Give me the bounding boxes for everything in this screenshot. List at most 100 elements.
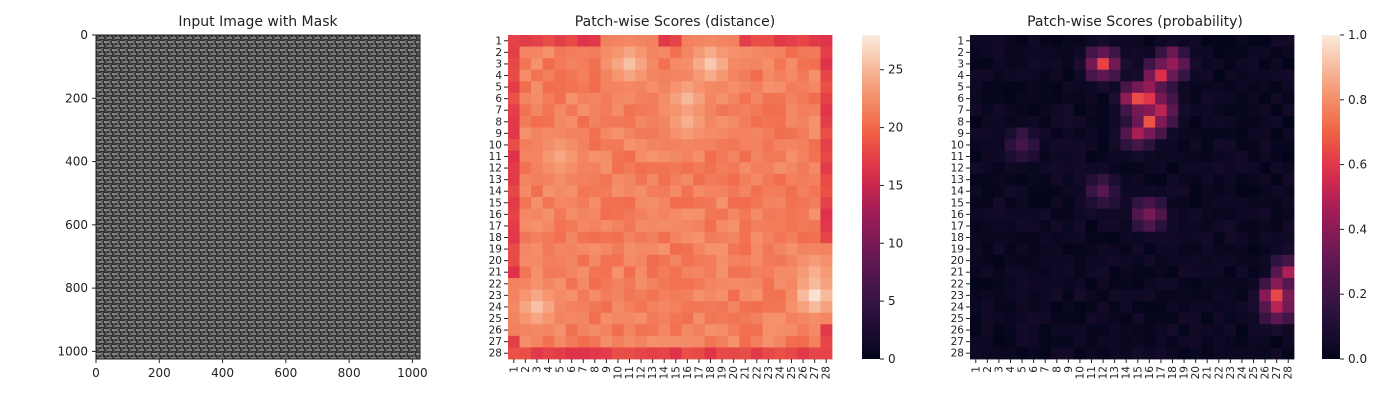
heatmap-cell [981,254,994,267]
heatmap-cell [727,197,740,209]
distance-heatmap-ticks: 1234567891011121314151617181920212223242… [489,35,833,379]
heatmap-cell [1108,35,1121,47]
heatmap-cell [704,347,717,360]
heatmap-cell [1132,220,1144,233]
heatmap-cell [1247,266,1260,279]
heatmap-cell [1166,278,1179,290]
heatmap-cell [554,347,567,360]
heatmap-cell [646,231,659,244]
heatmap-cell [519,58,532,71]
heatmap-cell [1062,254,1075,267]
heatmap-cell [1166,127,1179,140]
heatmap-cell [1259,231,1272,244]
row-tick-label: 7 [495,105,502,117]
col-tick-label: 10 [1074,366,1086,379]
heatmap-cell [1074,162,1087,175]
heatmap-cell [600,208,613,221]
heatmap-cell [774,289,787,302]
heatmap-cell [681,162,694,175]
heatmap-cell [1236,150,1249,163]
heatmap-cell [1120,347,1133,360]
heatmap-cell [716,312,729,325]
heatmap-cell [589,46,601,59]
heatmap-cell [1016,324,1029,337]
panel3-title: Patch-wise Scores (probability) [1027,14,1243,30]
heatmap-cell [1143,46,1156,59]
heatmap-cell [1236,301,1249,314]
heatmap-cell [565,324,578,337]
heatmap-cell [716,139,729,152]
heatmap-cell [554,289,567,302]
heatmap-cell [1132,324,1144,337]
heatmap-cell [762,173,775,186]
heatmap-cell [1282,173,1295,186]
heatmap-cell [981,46,994,59]
heatmap-cell [1016,116,1029,128]
heatmap-cell [1085,150,1098,163]
heatmap-cell [1132,173,1144,186]
heatmap-cell [1074,243,1087,256]
heatmap-cell [1108,220,1121,233]
heatmap-cell [751,58,763,71]
heatmap-cell [704,104,717,117]
heatmap-cell [1132,116,1144,128]
heatmap-cell [704,208,717,221]
heatmap-cell [519,185,532,198]
heatmap-cell [681,243,694,256]
heatmap-cell [970,139,982,152]
heatmap-cell [1132,254,1144,267]
heatmap-cell [542,220,555,233]
heatmap-cell [762,289,775,302]
heatmap-cell [739,81,752,94]
row-tick-label: 17 [951,220,964,232]
heatmap-cell [577,150,590,163]
row-tick-label: 21 [489,267,502,279]
heatmap-cell [1085,173,1098,186]
heatmap-cell [1085,162,1098,175]
heatmap-cell [716,197,729,209]
heatmap-cell [1120,243,1133,256]
heatmap-cell [1108,231,1121,244]
heatmap-cell [1143,278,1156,290]
heatmap-cell [554,243,567,256]
heatmap-cell [1201,254,1214,267]
heatmap-cell [1062,69,1075,82]
heatmap-cell [519,324,532,337]
heatmap-cell [1201,301,1214,314]
heatmap-cell [1224,301,1237,314]
heatmap-cell [739,266,752,279]
heatmap-cell [600,266,613,279]
heatmap-cell [1074,312,1087,325]
heatmap-cell [1143,220,1156,233]
heatmap-cell [612,127,625,140]
heatmap-cell [1108,58,1121,71]
heatmap-cell [1051,35,1063,47]
heatmap-cell [993,197,1006,209]
heatmap-cell [681,278,694,290]
heatmap-cell [1051,312,1063,325]
heatmap-cell [1247,173,1260,186]
col-tick-label: 18 [1167,366,1179,379]
heatmap-cell [716,58,729,71]
heatmap-cell [670,243,682,256]
heatmap-cell [693,58,706,71]
heatmap-cell [739,173,752,186]
heatmap-cell [693,185,706,198]
heatmap-cell [1270,347,1283,360]
heatmap-cell [1247,347,1260,360]
heatmap-cell [1270,46,1283,59]
heatmap-cell [1224,278,1237,290]
heatmap-cell [565,104,578,117]
heatmap-cell [1016,289,1029,302]
heatmap-cell [1039,324,1052,337]
col-tick-label: 27 [809,366,821,379]
heatmap-cell [1143,104,1156,117]
heatmap-cell [1247,289,1260,302]
heatmap-cell [531,324,544,337]
heatmap-cell [751,139,763,152]
heatmap-cell [1282,243,1295,256]
heatmap-cell [820,335,833,348]
heatmap-cell [1097,35,1110,47]
heatmap-cell [1004,162,1017,175]
heatmap-cell [508,185,520,198]
